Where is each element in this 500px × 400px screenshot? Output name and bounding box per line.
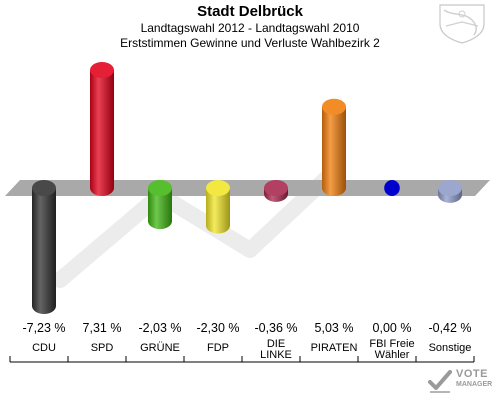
- value-label: 0,00 %: [373, 321, 412, 335]
- bar-top-cap: [438, 180, 462, 196]
- bar-top-cap: [206, 180, 230, 196]
- category-label: CDU: [32, 342, 56, 354]
- bar-bottom-cap: [148, 213, 172, 230]
- bar-bottom-cap: [32, 298, 56, 314]
- logo-text-vote: VOTE: [456, 368, 488, 380]
- value-label: -0,36 %: [254, 321, 297, 335]
- category-label: Sonstige: [429, 342, 472, 354]
- category-label: FBI Freie: [369, 338, 414, 350]
- bar-cap: [384, 180, 400, 196]
- bar-3: [206, 180, 230, 234]
- value-label: 7,31 %: [83, 321, 122, 335]
- category-label: GRÜNE: [140, 342, 180, 354]
- bar-body: [32, 188, 56, 306]
- bar-6: [384, 180, 400, 196]
- category-label: PIRATEN: [311, 342, 358, 354]
- bar-bottom-cap: [90, 180, 114, 196]
- bar-2: [148, 180, 172, 230]
- bar-bottom-cap: [206, 217, 230, 234]
- bar-top-cap: [32, 180, 56, 196]
- bar-7: [438, 180, 462, 203]
- bar-top-cap: [148, 180, 172, 196]
- category-label: LINKE: [260, 349, 292, 361]
- bar-bottom-cap: [322, 180, 346, 196]
- bar-5: [322, 98, 346, 196]
- ballot-check-icon: [428, 370, 452, 393]
- bar-body: [322, 106, 346, 188]
- bar-body: [90, 70, 114, 188]
- category-label: SPD: [91, 342, 114, 354]
- bar-4: [264, 180, 288, 202]
- value-label: -0,42 %: [428, 321, 471, 335]
- coat-of-arms-icon: [439, 4, 485, 44]
- bar-top-cap: [322, 98, 346, 115]
- category-label: Wähler: [375, 349, 410, 361]
- chart-subtitle: Landtagswahl 2012 - Landtagswahl 2010: [140, 21, 360, 35]
- chart-title: Stadt Delbrück: [197, 3, 303, 20]
- vote-manager-logo: VOTE MANAGER: [426, 366, 498, 398]
- chart-subtitle-2: Erststimmen Gewinne und Verluste Wahlbez…: [120, 36, 380, 50]
- bar-0: [32, 180, 56, 314]
- watermark-check: [52, 167, 338, 288]
- value-label: -7,23 %: [22, 321, 65, 335]
- category-label: DIE: [267, 338, 285, 350]
- category-label: FDP: [207, 342, 229, 354]
- value-label: -2,30 %: [196, 321, 239, 335]
- zero-baseline-plane: [5, 180, 490, 196]
- bar-1: [90, 62, 114, 196]
- bar-top-cap: [90, 62, 114, 78]
- value-label: 5,03 %: [315, 321, 354, 335]
- value-label: -2,03 %: [138, 321, 181, 335]
- logo-text-manager: MANAGER: [456, 381, 493, 388]
- bar-top-cap: [264, 180, 288, 196]
